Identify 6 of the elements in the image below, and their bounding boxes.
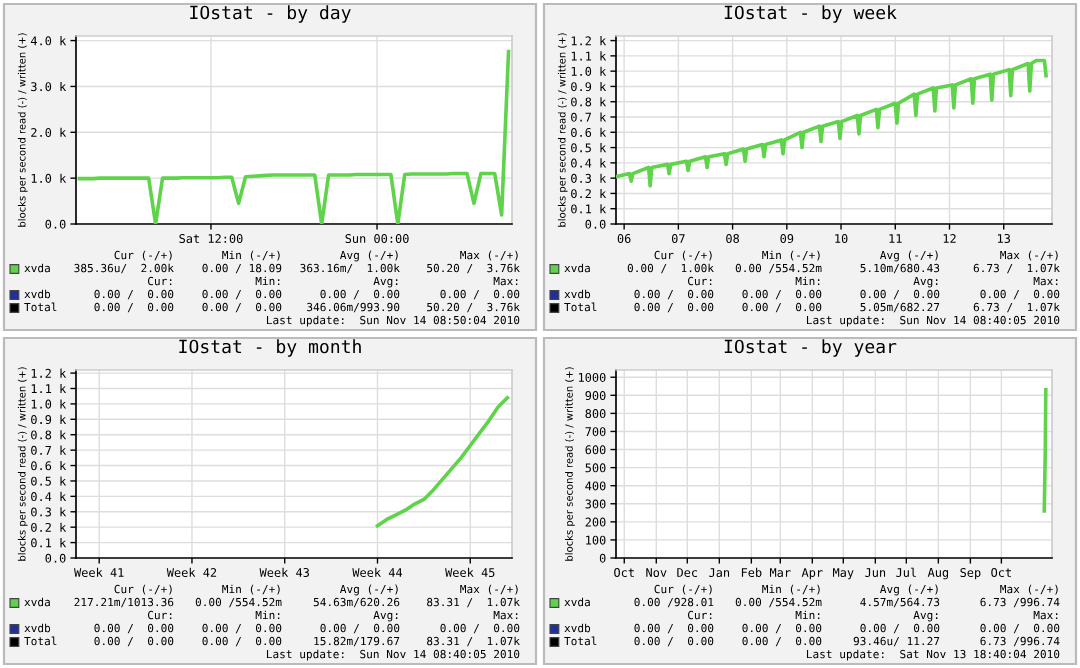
- chart-title: IOstat - by day: [190, 5, 351, 23]
- line-series: [616, 58, 1048, 188]
- chart-title: IOstat - by week: [724, 5, 897, 23]
- chart-title: IOstat - by month: [179, 339, 361, 357]
- chart-title: IOstat - by year: [724, 339, 897, 357]
- line-series: [375, 395, 510, 528]
